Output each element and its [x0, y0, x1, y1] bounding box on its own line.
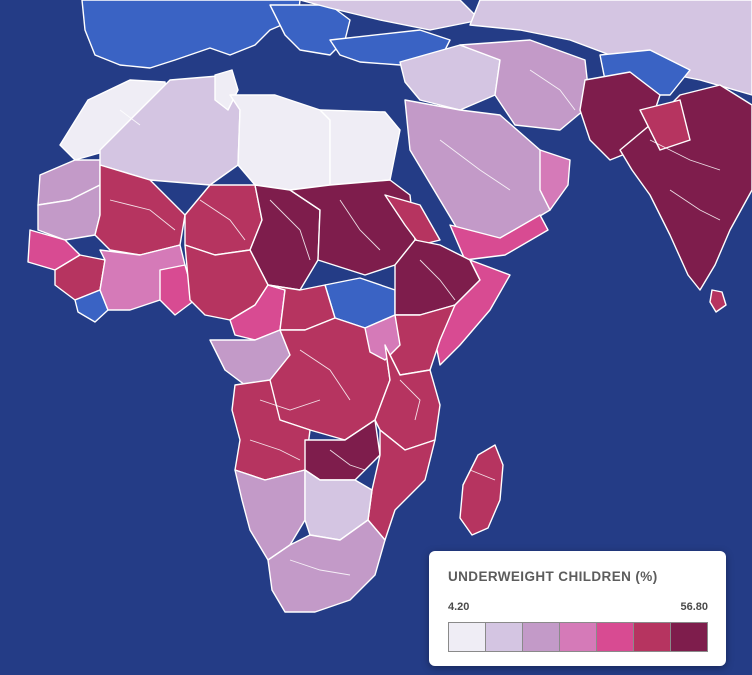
- legend-max-label: 56.80: [680, 601, 708, 613]
- region-madagascar[interactable]: [459, 444, 504, 536]
- legend-swatch: [634, 623, 671, 651]
- legend-swatch: [523, 623, 560, 651]
- subnational-borders: [109, 69, 721, 576]
- region-somalia[interactable]: [434, 259, 511, 366]
- region-ghana-togo[interactable]: [159, 264, 196, 316]
- region-iran[interactable]: [459, 39, 591, 131]
- legend-min-label: 4.20: [448, 601, 470, 613]
- legend-swatch: [671, 623, 707, 651]
- region-oman[interactable]: [539, 149, 571, 211]
- legend-title: UNDERWEIGHT CHILDREN (%): [448, 569, 658, 584]
- region-sri-lanka[interactable]: [709, 289, 727, 313]
- region-eastern-europe[interactable]: [299, 0, 481, 31]
- region-sierra-leone-liberia[interactable]: [74, 289, 109, 323]
- map-legend: UNDERWEIGHT CHILDREN (%) 4.20 56.80: [429, 551, 726, 666]
- legend-swatch: [486, 623, 523, 651]
- region-malawi-mozambique[interactable]: [367, 429, 436, 541]
- region-south-africa[interactable]: [267, 519, 386, 613]
- legend-swatch: [560, 623, 597, 651]
- legend-swatch: [449, 623, 486, 651]
- region-india-northeast[interactable]: [639, 99, 691, 151]
- legend-color-scale: [448, 622, 708, 652]
- region-egypt[interactable]: [319, 109, 401, 186]
- legend-range: 4.20 56.80: [448, 601, 708, 613]
- legend-swatch: [597, 623, 634, 651]
- region-uganda-rwanda[interactable]: [364, 314, 401, 361]
